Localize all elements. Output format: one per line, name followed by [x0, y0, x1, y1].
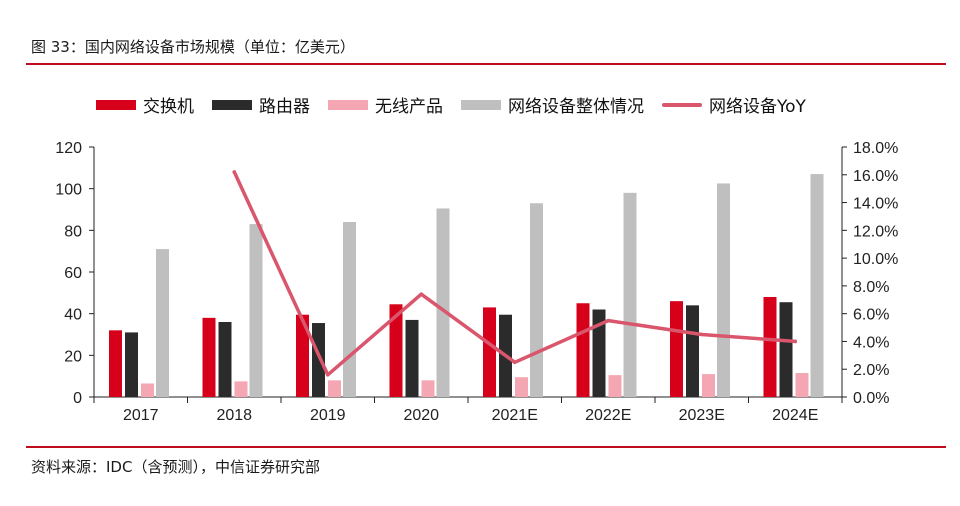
x-tick-label: 2020	[403, 407, 439, 424]
legend-item-yoy: 网络设备YoY	[662, 92, 806, 117]
bar-无线产品	[795, 373, 809, 397]
bar-交换机	[109, 330, 122, 397]
bar-交换机	[202, 317, 216, 397]
bar-无线产品	[515, 377, 528, 397]
legend-swatch-switches	[96, 99, 136, 110]
bar-交换机	[670, 301, 683, 397]
y-left-tick-label: 80	[64, 223, 82, 240]
bar-网络设备整体情况	[530, 203, 543, 397]
line-point-网络设备YoY	[232, 170, 237, 174]
bar-网络设备整体情况	[810, 174, 824, 397]
y-left-tick-label: 40	[64, 307, 82, 324]
bar-网络设备整体情况	[436, 208, 450, 397]
y-right-tick-label: 2.0%	[853, 362, 889, 379]
legend-swatch-total	[461, 99, 501, 110]
bar-路由器	[125, 332, 138, 397]
legend-item-wireless: 无线产品	[328, 92, 443, 117]
bar-交换机	[763, 297, 777, 397]
legend-swatch-routers	[212, 99, 252, 110]
figure-source: 资料来源：IDC（含预测），中信证券研究部	[31, 458, 320, 476]
y-left-tick-label: 120	[55, 140, 82, 157]
legend-label-wireless: 无线产品	[375, 97, 443, 117]
x-tick-label: 2017	[123, 407, 159, 424]
title-rule	[26, 63, 946, 65]
bar-无线产品	[421, 380, 435, 397]
y-left-tick-label: 0	[73, 390, 82, 407]
y-right-tick-label: 16.0%	[853, 168, 898, 185]
legend-label-total: 网络设备整体情况	[508, 97, 644, 117]
bar-无线产品	[328, 380, 341, 397]
x-tick-label: 2024E	[772, 407, 818, 424]
legend-swatch-wireless	[328, 99, 368, 110]
y-right-tick-label: 12.0%	[853, 223, 898, 240]
x-tick-label: 2018	[216, 407, 252, 424]
x-tick-label: 2021E	[492, 407, 538, 424]
line-point-网络设备YoY	[419, 292, 424, 297]
legend-item-routers: 路由器	[212, 92, 310, 117]
line-point-网络设备YoY	[512, 360, 517, 365]
bar-路由器	[312, 323, 325, 397]
bar-无线产品	[608, 375, 622, 397]
legend-item-total: 网络设备整体情况	[461, 92, 644, 117]
y-left-tick-label: 20	[64, 348, 82, 365]
y-right-tick-label: 4.0%	[853, 334, 889, 351]
y-right-tick-label: 6.0%	[853, 307, 889, 324]
y-left-tick-label: 60	[64, 265, 82, 282]
legend-label-switches: 交换机	[143, 97, 194, 117]
bar-交换机	[483, 307, 496, 397]
x-tick-label: 2023E	[679, 407, 725, 424]
legend-swatch-yoy	[662, 102, 702, 107]
x-tick-label: 2019	[310, 407, 346, 424]
bar-网络设备整体情况	[623, 192, 637, 397]
line-point-网络设备YoY	[325, 372, 330, 377]
x-tick-label: 2022E	[585, 407, 631, 424]
line-point-网络设备YoY	[699, 332, 704, 337]
bar-无线产品	[702, 374, 715, 397]
y-left-tick-label: 100	[55, 182, 82, 199]
bar-路由器	[592, 309, 606, 397]
bar-交换机	[389, 304, 403, 397]
legend-item-switches: 交换机	[96, 92, 194, 117]
bar-路由器	[405, 319, 419, 397]
y-right-tick-label: 18.0%	[853, 140, 898, 157]
y-right-tick-label: 10.0%	[853, 251, 898, 268]
bar-路由器	[686, 305, 699, 397]
bar-网络设备整体情况	[156, 249, 169, 397]
bar-网络设备整体情况	[249, 224, 263, 397]
chart-legend: 交换机 路由器 无线产品 网络设备整体情况 网络设备YoY	[96, 92, 824, 117]
bar-交换机	[576, 303, 590, 397]
bar-交换机	[296, 314, 309, 397]
figure-title: 图 33：国内网络设备市场规模（单位：亿美元）	[31, 38, 355, 56]
bar-无线产品	[141, 383, 154, 397]
y-right-tick-label: 0.0%	[853, 390, 889, 407]
bar-网络设备整体情况	[717, 183, 730, 397]
y-right-tick-label: 8.0%	[853, 279, 889, 296]
bar-路由器	[218, 322, 232, 397]
bar-路由器	[779, 302, 793, 397]
legend-label-yoy: 网络设备YoY	[709, 97, 806, 117]
legend-label-routers: 路由器	[259, 97, 310, 117]
line-point-网络设备YoY	[606, 318, 611, 323]
source-rule	[26, 446, 946, 448]
y-right-tick-label: 14.0%	[853, 196, 898, 213]
bar-无线产品	[234, 381, 248, 397]
bar-网络设备整体情况	[343, 222, 356, 397]
line-point-网络设备YoY	[793, 339, 798, 344]
